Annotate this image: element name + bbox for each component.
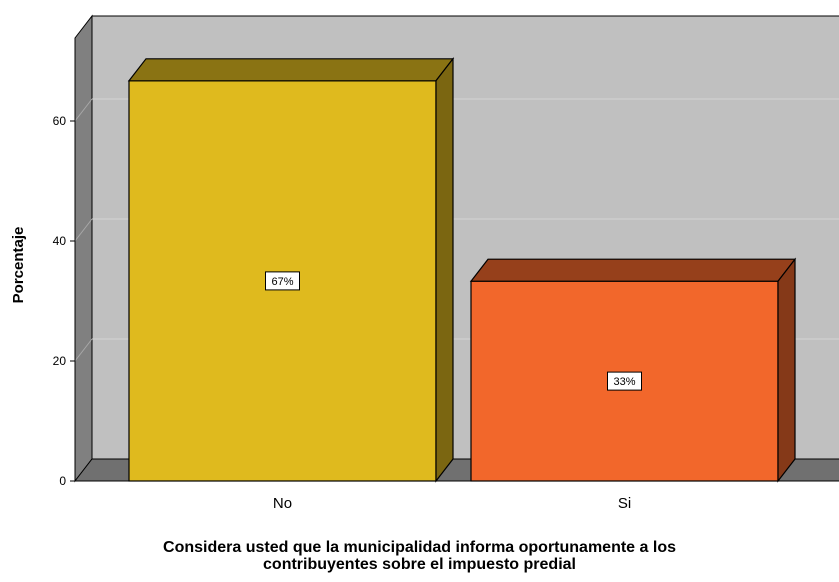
y-axis: 0 20 40 60 [53, 38, 76, 488]
bar-top [127, 58, 455, 82]
side-wall [74, 14, 93, 483]
data-label-box [265, 271, 300, 291]
x-axis-title: Considera usted que la municipalidad inf… [0, 539, 839, 573]
bar-si: 33% [469, 257, 797, 483]
data-label: 33% [613, 376, 635, 388]
y-tick-label: 40 [53, 234, 67, 248]
bar-side [435, 57, 454, 483]
x-tick-label: Si [618, 495, 631, 512]
x-axis-title-line-1: Considera usted que la municipalidad inf… [163, 539, 676, 556]
y-tick-label: 20 [53, 354, 67, 368]
x-tick-label: No [273, 495, 292, 512]
data-label-box [607, 371, 642, 391]
y-tick-label: 0 [59, 474, 66, 488]
bar-no: 67% [127, 57, 455, 483]
y-axis-title: Porcentaje [10, 227, 27, 304]
gridline-side [74, 218, 93, 242]
gridline-side [74, 338, 93, 362]
bars: 67% 33% [127, 57, 797, 483]
y-tick-label: 60 [53, 114, 67, 128]
bar-side [777, 257, 796, 483]
x-axis-title-line-2: contribuyentes sobre el impuesto predial [263, 556, 576, 573]
gridline-side [74, 98, 93, 122]
data-label: 67% [271, 276, 293, 288]
bar-top [469, 258, 797, 282]
x-axis: No Si [273, 495, 631, 512]
